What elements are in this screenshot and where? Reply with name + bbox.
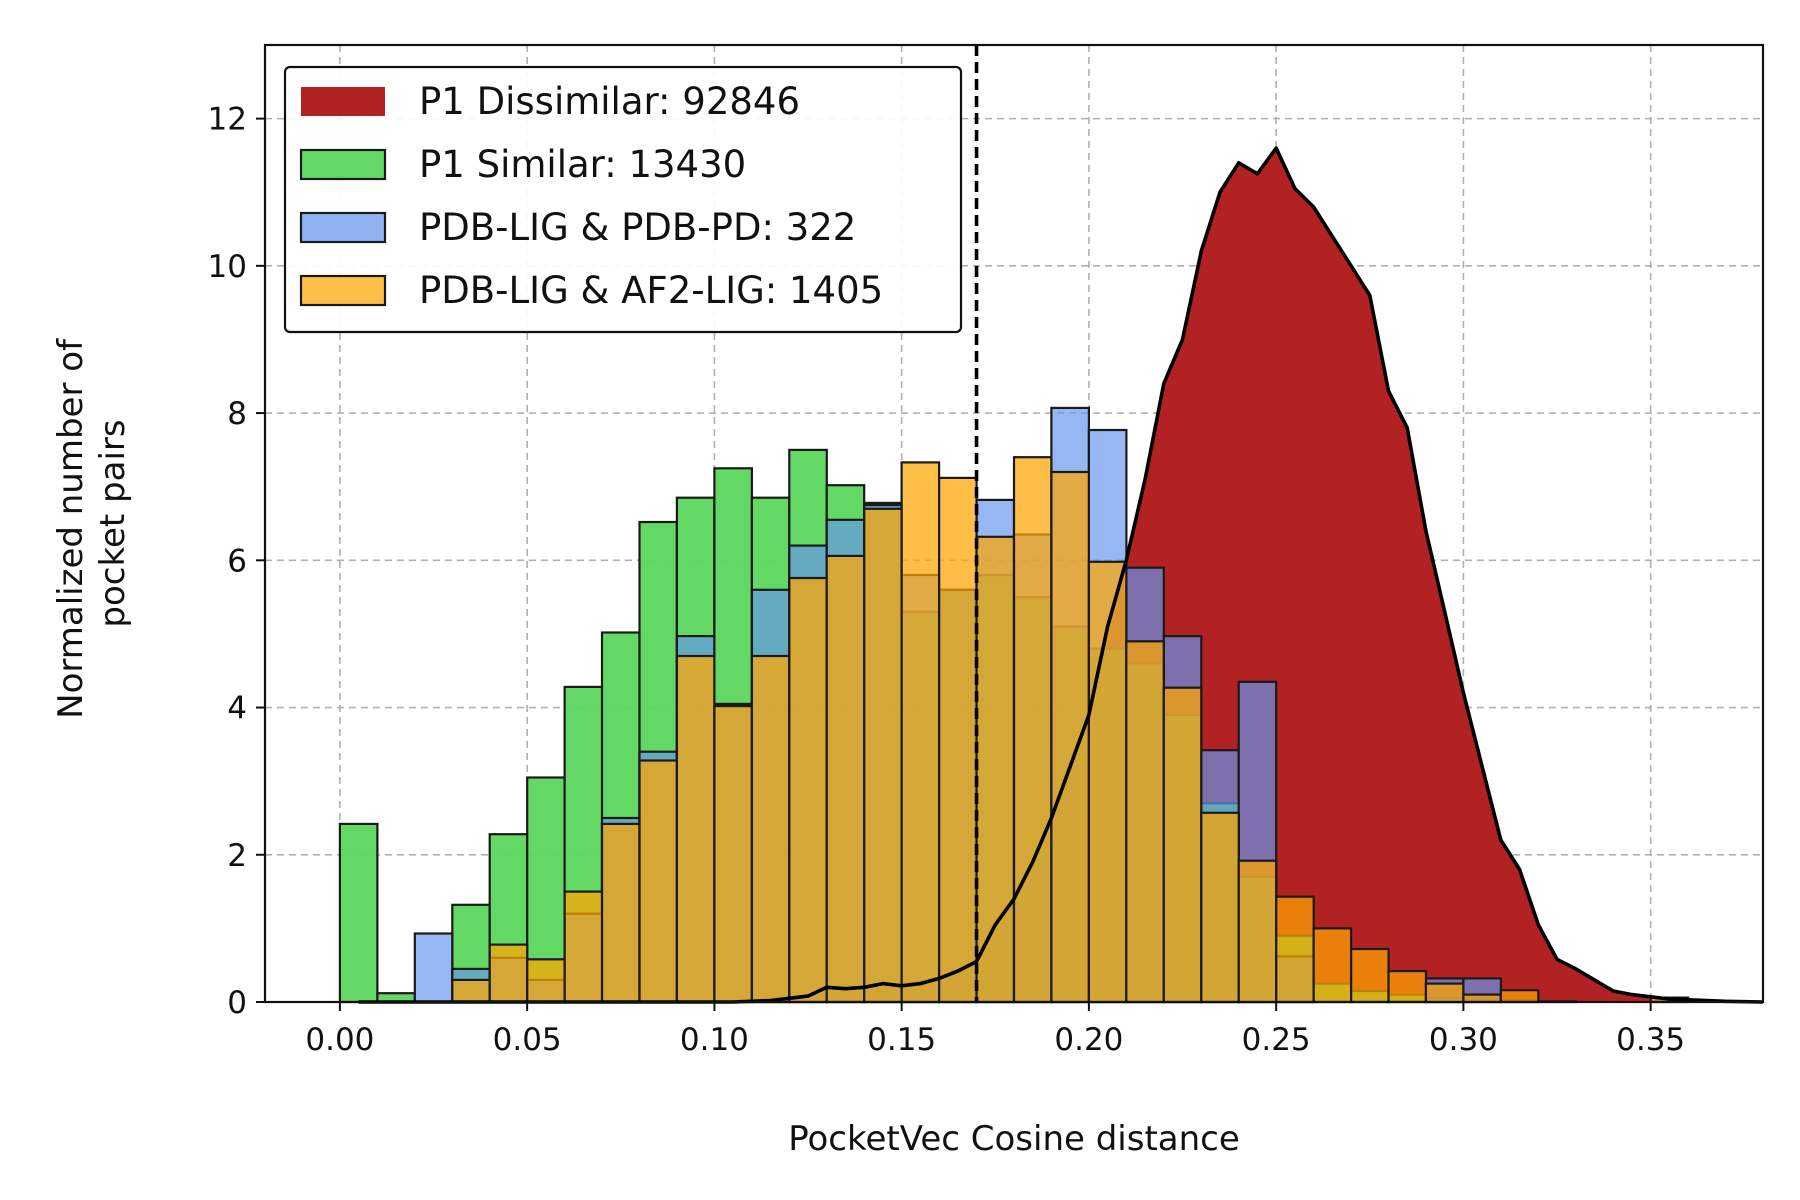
x-tick-label-3: 0.15: [867, 1022, 936, 1058]
bar-series-3-bin-21: [1125, 640, 1165, 1004]
bar-series-3-bin-20: [1087, 560, 1128, 1004]
bar-series-3-bin-31: [1499, 989, 1540, 1004]
legend-label-3: PDB-LIG & AF2-LIG: 1405: [419, 269, 883, 312]
y-axis-title-line-2: pocket pairs: [93, 419, 133, 627]
plot-frame: [263, 43, 1765, 1004]
bar-series-3-bin-22: [1162, 686, 1203, 1004]
bar-series-3-bin-24: [1237, 859, 1278, 1004]
bar-series-3-bin-19: [1050, 470, 1091, 1004]
legend-swatch-2: [299, 211, 387, 244]
x-tick-label-7: 0.35: [1616, 1022, 1685, 1058]
histogram-bars: [338, 406, 1690, 1004]
bar-series-3-bin-8: [638, 759, 679, 1004]
y-tick-label-3: 6: [227, 543, 247, 579]
bar-series-3-bin-23: [1200, 811, 1240, 1004]
x-tick-label-4: 0.20: [1054, 1022, 1123, 1058]
bar-series-3-bin-14: [863, 507, 903, 1004]
x-tick-label-0: 0.00: [305, 1022, 374, 1058]
y-tick-label-1: 2: [227, 838, 247, 874]
bar-series-3-bin-7: [600, 822, 641, 1004]
bar-series-3-bin-15: [900, 461, 941, 1004]
bar-series-2-bin-2: [413, 932, 454, 1004]
bar-series-3-bin-13: [825, 554, 866, 1004]
bar-series-3-bin-29: [1424, 982, 1465, 1004]
bar-series-3-bin-6: [563, 890, 604, 1004]
bar-series-3-bin-30: [1462, 993, 1503, 1004]
x-tick-label-2: 0.10: [680, 1022, 749, 1058]
bar-series-3-bin-26: [1312, 927, 1353, 1004]
bar-series-3-bin-4: [488, 943, 529, 1004]
y-tick-label-6: 12: [208, 102, 247, 138]
y-axis-ticks: 0 2 4 6 8 10 12: [208, 102, 265, 1021]
bar-series-3-bin-28: [1387, 969, 1428, 1004]
bar-series-3-bin-16: [937, 476, 978, 1004]
legend-swatch-1: [299, 148, 387, 181]
x-tick-label-6: 0.30: [1429, 1022, 1498, 1058]
y-tick-label-5: 10: [208, 249, 247, 285]
bar-series-3-bin-9: [675, 654, 716, 1004]
x-tick-label-1: 0.05: [493, 1022, 562, 1058]
legend-label-2: PDB-LIG & PDB-PD: 322: [419, 206, 856, 249]
bar-series-3-bin-27: [1349, 947, 1390, 1004]
bar-series-3-bin-12: [788, 576, 828, 1004]
y-tick-label-4: 8: [227, 396, 247, 432]
legend-label-1: P1 Similar: 13430: [419, 143, 746, 186]
y-axis-title: Normalized number of pocket pairs: [51, 328, 133, 719]
legend-label-0: P1 Dissimilar: 92846: [419, 80, 800, 123]
bar-series-3-bin-3: [451, 978, 491, 1004]
y-tick-label-2: 4: [227, 691, 247, 727]
dissimilar-area: [358, 148, 1764, 1003]
bar-series-1-bin-0: [338, 822, 379, 1004]
x-axis-title: PocketVec Cosine distance: [788, 1119, 1240, 1159]
bar-series-3-bin-10: [713, 704, 754, 1004]
bar-series-3-bin-25: [1275, 895, 1315, 1004]
legend-swatch-3: [299, 274, 387, 307]
bar-series-3-bin-18: [1012, 456, 1053, 1004]
dissimilar-area-fill: [358, 148, 1764, 1003]
y-tick-label-0: 0: [227, 985, 247, 1021]
x-axis-ticks: 0.00 0.05 0.10 0.15 0.20 0.25 0.30 0.35: [305, 1002, 1685, 1058]
bar-series-3-bin-11: [750, 654, 791, 1004]
legend-swatch-0: [301, 87, 385, 116]
y-axis-title-line-1: Normalized number of: [51, 338, 91, 719]
legend-box: [283, 65, 963, 334]
bar-series-3-bin-17: [975, 535, 1016, 1004]
x-tick-label-5: 0.25: [1242, 1022, 1311, 1058]
legend: P1 Dissimilar: 92846 P1 Similar: 13430 PDB…: [283, 65, 963, 334]
bar-series-3-bin-5: [526, 958, 566, 1004]
